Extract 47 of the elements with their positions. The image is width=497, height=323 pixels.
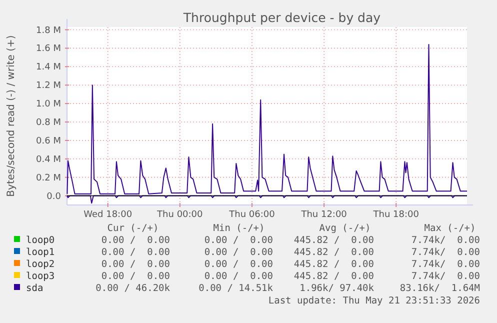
text: 7.74k/ 0.00 xyxy=(411,259,480,270)
y-tick-label: 1.8 M xyxy=(36,26,61,36)
text: 1.96k/ 97.40k xyxy=(300,283,374,294)
y-tick-label: 1.0 M xyxy=(36,100,61,110)
y-tick-label: 0.2 M xyxy=(36,173,61,184)
y-tick-label: 1.4 M xyxy=(36,62,61,73)
chart-title: Throughput per device - by day xyxy=(182,10,382,25)
text: 0.00 / 0.00 xyxy=(204,271,274,282)
legend-label: loop0 xyxy=(26,235,55,246)
legend-label: loop1 xyxy=(26,247,55,258)
text: 83.16k/ 1.64M xyxy=(400,283,480,294)
x-tick-label: Thu 06:00 xyxy=(228,210,276,220)
text: 0.00 / 0.00 xyxy=(101,247,170,258)
y-tick-label: 0.6 M xyxy=(36,136,61,146)
text: 7.74k/ 0.00 xyxy=(411,247,480,258)
text: Last update: Thu May 21 23:51:33 2026 xyxy=(268,296,480,306)
text: Avg (-/+) xyxy=(319,223,371,234)
text: Min (-/+) xyxy=(213,223,265,234)
legend-label: loop2 xyxy=(26,259,55,270)
y-tick-label: 1.2 M xyxy=(36,81,61,92)
text: 0.00 / 0.00 xyxy=(101,271,170,282)
text: 445.82 / 0.00 xyxy=(294,247,374,258)
text: 0.00 / 46.20k xyxy=(96,283,170,294)
x-tick-label: Wed 18:00 xyxy=(84,210,132,220)
legend-label: sda xyxy=(26,283,44,294)
text: 0.00 / 0.00 xyxy=(101,259,170,270)
y-tick-label: 0.0 xyxy=(46,192,62,202)
text: 7.74k/ 0.00 xyxy=(411,235,480,246)
y-tick-label: 0.8 M xyxy=(36,118,61,128)
x-tick-label: Thu 12:00 xyxy=(300,210,348,220)
legend-label: loop3 xyxy=(26,271,55,282)
text: 445.82 / 0.00 xyxy=(294,271,374,282)
text: 0.00 / 0.00 xyxy=(101,235,170,246)
text: 0.00 / 0.00 xyxy=(204,247,274,258)
text: Max (-/+) xyxy=(424,223,476,234)
text: 7.74k/ 0.00 xyxy=(411,271,480,282)
text: 445.82 / 0.00 xyxy=(294,235,374,246)
text: 0.00 / 0.00 xyxy=(204,259,274,270)
text: 0.00 / 14.51k xyxy=(198,283,274,294)
y-tick-label: 0.4 M xyxy=(36,154,61,165)
text: 0.00 / 0.00 xyxy=(204,235,274,246)
x-tick-label: Thu 00:00 xyxy=(156,210,204,220)
text: 445.82 / 0.00 xyxy=(294,259,374,270)
y-axis-title: Bytes/second read (-) / write (+) xyxy=(6,35,17,197)
x-tick-label: Thu 18:00 xyxy=(372,210,420,220)
y-tick-label: 1.6 M xyxy=(36,44,61,54)
text: Cur (-/+) xyxy=(107,223,159,234)
